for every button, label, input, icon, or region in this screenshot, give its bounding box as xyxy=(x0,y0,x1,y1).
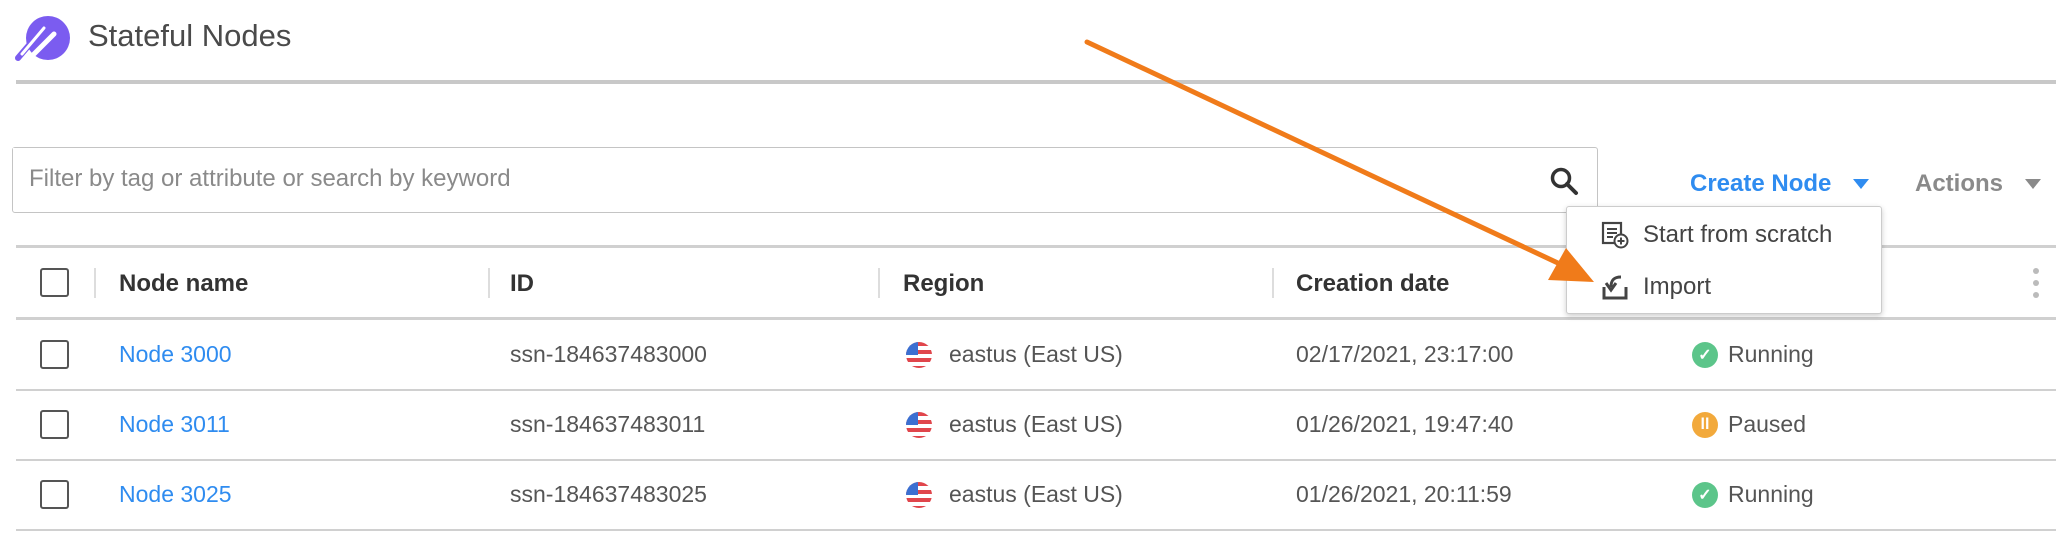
import-icon xyxy=(1602,275,1628,300)
check-circle-icon: ✓ xyxy=(1692,342,1718,368)
column-options-kebab-icon[interactable] xyxy=(2032,266,2040,300)
column-header-creation-date[interactable]: Creation date xyxy=(1296,270,1450,297)
table-top-border xyxy=(16,245,2056,248)
search-box xyxy=(12,147,1598,213)
header-divider xyxy=(16,80,2056,84)
check-circle-icon: ✓ xyxy=(1692,482,1718,508)
node-name-link[interactable]: Node 3025 xyxy=(119,481,232,507)
node-id: ssn-184637483011 xyxy=(510,411,706,437)
column-header-region[interactable]: Region xyxy=(903,270,985,297)
node-region: eastus (East US) xyxy=(949,481,1123,507)
row-checkbox[interactable] xyxy=(40,340,69,369)
create-node-label: Create Node xyxy=(1690,170,1832,197)
menu-item-start-from-scratch[interactable]: Start from scratch xyxy=(1567,210,1881,260)
row-checkbox[interactable] xyxy=(40,410,69,439)
node-creation-date: 01/26/2021, 19:47:40 xyxy=(1296,411,1514,437)
create-node-dropdown-menu: Start from scratch Import xyxy=(1566,206,1882,314)
status-badge: Running xyxy=(1728,341,1814,367)
node-id: ssn-184637483000 xyxy=(510,341,707,367)
node-region: eastus (East US) xyxy=(949,341,1123,367)
row-divider xyxy=(16,459,2056,461)
column-divider xyxy=(878,268,880,298)
us-flag-icon xyxy=(906,342,932,368)
row-checkbox[interactable] xyxy=(40,480,69,509)
column-divider xyxy=(488,268,490,298)
chevron-down-icon xyxy=(1853,179,1870,189)
create-node-button[interactable]: Create Node xyxy=(1690,170,1870,198)
node-name-link[interactable]: Node 3000 xyxy=(119,341,232,367)
column-divider xyxy=(1272,268,1274,298)
menu-item-label: Start from scratch xyxy=(1643,221,1833,248)
page-title: Stateful Nodes xyxy=(88,18,292,53)
column-header-node-name[interactable]: Node name xyxy=(119,270,249,297)
row-divider xyxy=(16,529,2056,531)
node-creation-date: 02/17/2021, 23:17:00 xyxy=(1296,341,1514,367)
actions-button[interactable]: Actions xyxy=(1915,170,2042,198)
status-badge: Paused xyxy=(1728,411,1807,437)
row-divider xyxy=(16,389,2056,391)
node-region: eastus (East US) xyxy=(949,411,1123,437)
menu-item-label: Import xyxy=(1643,273,1712,300)
app-logo-icon xyxy=(15,16,70,61)
node-creation-date: 01/26/2021, 20:11:59 xyxy=(1296,481,1512,507)
header-bottom-border xyxy=(16,317,2056,320)
document-add-icon xyxy=(1601,221,1629,249)
node-name-link[interactable]: Node 3011 xyxy=(119,411,230,437)
column-divider xyxy=(94,268,96,298)
search-input[interactable] xyxy=(13,148,1513,210)
us-flag-icon xyxy=(906,482,932,508)
node-id: ssn-184637483025 xyxy=(510,481,707,507)
select-all-checkbox[interactable] xyxy=(40,268,69,297)
menu-item-import[interactable]: Import xyxy=(1567,262,1881,312)
chevron-down-icon xyxy=(2025,179,2042,189)
actions-label: Actions xyxy=(1915,170,2004,197)
us-flag-icon xyxy=(906,412,932,438)
status-badge: Running xyxy=(1728,481,1814,507)
column-header-id[interactable]: ID xyxy=(510,270,534,297)
search-icon[interactable] xyxy=(1549,166,1579,196)
pause-circle-icon: ll xyxy=(1692,412,1718,438)
